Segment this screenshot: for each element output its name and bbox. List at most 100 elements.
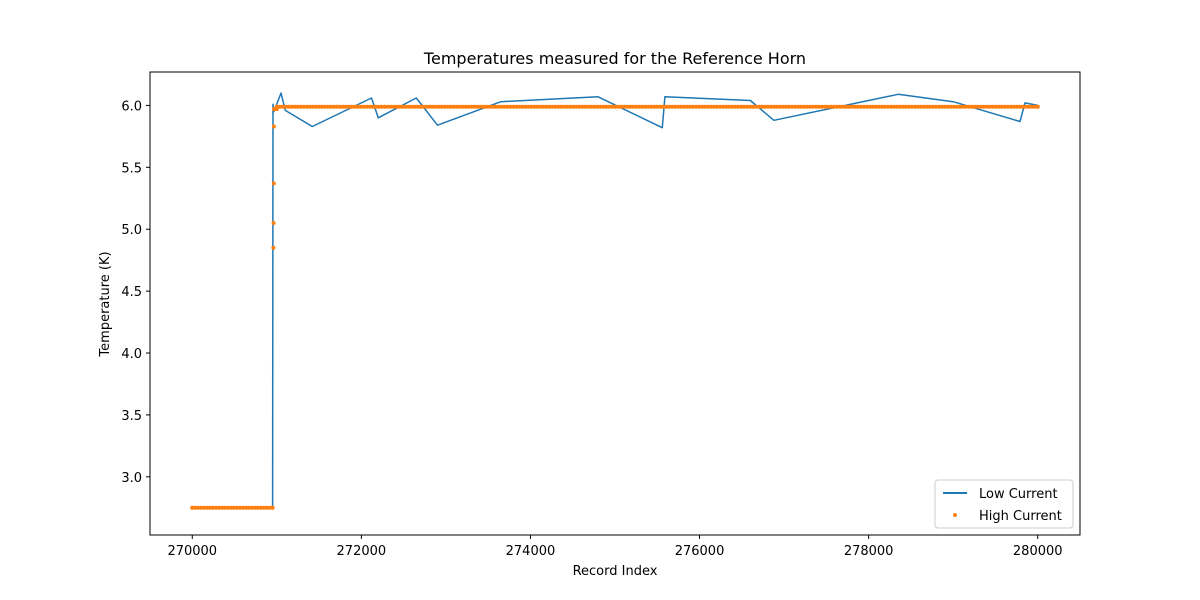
- data-point: [1020, 104, 1025, 109]
- data-point: [427, 104, 432, 109]
- data-point: [841, 104, 845, 109]
- data-point: [930, 104, 935, 109]
- data-point: [295, 104, 300, 109]
- data-point: [391, 104, 396, 109]
- data-point: [556, 104, 561, 109]
- data-point: [829, 104, 833, 109]
- data-point: [972, 104, 977, 109]
- data-point: [418, 104, 423, 109]
- data-point: [577, 104, 582, 109]
- data-point: [340, 104, 345, 109]
- data-point: [246, 505, 251, 510]
- data-point: [505, 104, 510, 109]
- data-point: [271, 221, 276, 225]
- data-point: [640, 104, 645, 109]
- data-point: [745, 104, 750, 109]
- series-line-low-current: [192, 92, 1038, 509]
- data-point: [361, 104, 366, 109]
- data-point: [751, 104, 756, 109]
- data-point: [682, 104, 687, 109]
- data-point: [993, 104, 998, 109]
- data-point: [918, 104, 923, 109]
- data-point: [1029, 104, 1034, 109]
- data-point: [832, 104, 836, 109]
- y-tick-label: 4.0: [121, 347, 142, 362]
- data-point: [954, 104, 959, 109]
- data-point: [957, 104, 962, 109]
- data-point: [487, 104, 492, 109]
- data-point: [292, 104, 297, 109]
- legend-label: High Current: [979, 509, 1062, 524]
- data-point: [349, 104, 354, 109]
- data-point: [589, 104, 594, 109]
- data-point: [457, 104, 462, 109]
- data-point: [897, 104, 902, 109]
- data-point: [742, 104, 747, 109]
- data-point: [352, 104, 357, 109]
- data-point: [397, 104, 402, 109]
- data-point: [508, 104, 513, 109]
- data-point: [748, 104, 753, 109]
- data-point: [757, 104, 762, 109]
- data-point: [924, 104, 929, 109]
- data-point: [978, 104, 983, 109]
- x-axis-label: Record Index: [573, 564, 658, 579]
- data-point: [511, 104, 516, 109]
- data-point: [271, 181, 276, 186]
- data-point: [205, 505, 210, 510]
- data-point: [376, 104, 381, 109]
- data-point: [220, 505, 224, 510]
- data-point: [472, 104, 477, 109]
- data-point: [628, 104, 633, 109]
- data-point: [694, 104, 699, 109]
- data-point: [532, 104, 537, 109]
- data-point: [403, 104, 408, 109]
- data-point: [583, 104, 588, 109]
- data-point: [987, 104, 992, 109]
- data-point: [228, 505, 233, 510]
- data-point: [463, 104, 468, 109]
- data-point: [310, 104, 315, 109]
- data-point: [445, 104, 450, 109]
- data-point: [724, 104, 729, 109]
- data-point: [906, 104, 911, 109]
- data-point: [382, 104, 387, 109]
- data-point: [514, 104, 519, 109]
- data-point: [535, 104, 540, 109]
- data-point: [592, 104, 597, 109]
- data-point: [272, 107, 277, 112]
- data-point: [951, 104, 956, 109]
- data-point: [304, 104, 309, 109]
- data-point: [202, 505, 207, 510]
- data-point: [784, 104, 789, 109]
- data-point: [664, 104, 669, 109]
- data-point: [475, 104, 480, 109]
- data-point: [261, 505, 266, 510]
- data-point: [493, 104, 498, 109]
- data-point: [388, 104, 393, 109]
- data-point: [355, 104, 360, 109]
- data-point: [271, 245, 276, 250]
- data-point: [990, 104, 995, 109]
- data-point: [270, 505, 275, 510]
- data-point: [999, 104, 1004, 109]
- data-point: [721, 104, 726, 109]
- data-point: [996, 104, 1001, 109]
- data-point: [1023, 104, 1028, 109]
- data-point: [586, 104, 591, 109]
- data-point: [877, 104, 881, 109]
- data-point: [240, 505, 245, 510]
- data-point: [1014, 104, 1019, 109]
- data-point: [616, 104, 621, 109]
- data-point: [808, 104, 813, 109]
- x-tick-label: 272000: [337, 544, 387, 559]
- data-point: [538, 104, 543, 109]
- data-point: [939, 104, 944, 109]
- data-point: [264, 505, 269, 510]
- data-point: [439, 104, 444, 109]
- data-point: [838, 104, 842, 109]
- data-point: [559, 104, 564, 109]
- data-point: [880, 104, 884, 109]
- data-point: [523, 104, 528, 109]
